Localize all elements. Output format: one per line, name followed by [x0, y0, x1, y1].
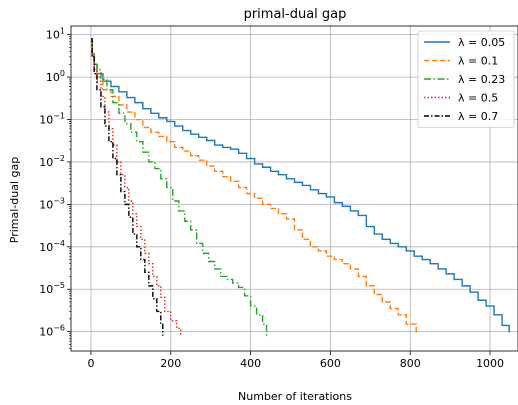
plot-frame — [70, 25, 518, 352]
series-line-3 — [90, 40, 182, 336]
y-axis-title: Primal-dual gap — [8, 157, 21, 243]
chart-title: primal-dual gap — [244, 7, 347, 22]
series-line-4 — [90, 38, 164, 336]
series-lines — [90, 38, 510, 339]
x-tick-label: 1000 — [476, 357, 504, 370]
legend-box — [417, 30, 515, 128]
series-line-0 — [90, 40, 510, 333]
x-tick-label: 600 — [320, 357, 341, 370]
x-tick-label: 200 — [160, 357, 181, 370]
legend-label-2: λ = 0.23 — [458, 73, 505, 86]
legend-label-4: λ = 0.7 — [458, 110, 498, 123]
y-tick-label: 10−2 — [39, 154, 65, 169]
y-tick-label: 10−3 — [39, 196, 65, 211]
y-tick-label: 10−6 — [39, 324, 65, 339]
y-tick-label: 10−4 — [39, 239, 65, 254]
legend: λ = 0.05 λ = 0.1 λ = 0.23 λ = 0.5 λ = 0.7 — [417, 30, 515, 128]
y-tick-label: 100 — [46, 69, 65, 84]
legend-label-0: λ = 0.05 — [458, 36, 505, 49]
legend-label-1: λ = 0.1 — [458, 55, 498, 68]
x-tick-label: 800 — [400, 357, 421, 370]
x-tick-label: 0 — [87, 357, 94, 370]
axis-ticks: 0 200 400 600 800 1000 10−6 10−5 10−4 10−3 10−2 10−… — [39, 27, 504, 370]
x-axis-title: Number of iterations — [238, 390, 352, 403]
x-tick-label: 400 — [240, 357, 261, 370]
legend-label-3: λ = 0.5 — [458, 92, 498, 105]
y-tick-label: 101 — [46, 27, 65, 42]
y-tick-label: 10−5 — [39, 281, 65, 296]
series-line-1 — [90, 43, 417, 334]
y-tick-label: 10−1 — [39, 112, 65, 127]
series-line-2 — [90, 40, 268, 339]
